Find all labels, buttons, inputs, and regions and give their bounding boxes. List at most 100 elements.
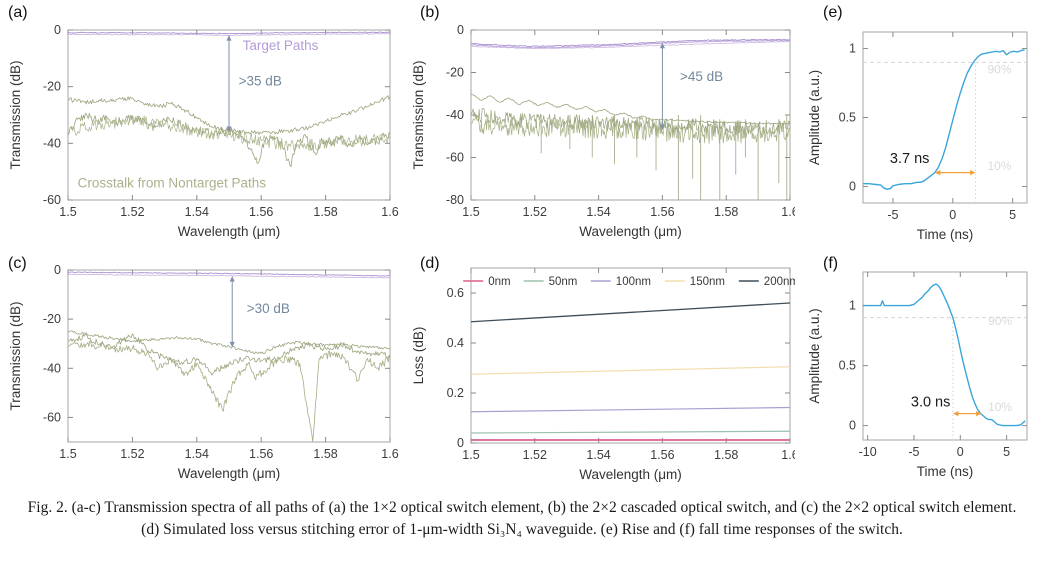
svg-text:-10: -10 xyxy=(859,445,877,459)
svg-text:200nm: 200nm xyxy=(764,276,795,288)
svg-text:-5: -5 xyxy=(887,208,898,222)
svg-text:0.2: 0.2 xyxy=(447,386,464,400)
svg-text:Wavelength (μm): Wavelength (μm) xyxy=(579,224,682,239)
svg-text:1: 1 xyxy=(849,299,856,313)
svg-text:10%: 10% xyxy=(987,159,1011,173)
svg-text:-60: -60 xyxy=(43,410,61,424)
figure-caption: Fig. 2. (a-c) Transmission spectra of al… xyxy=(27,499,1017,538)
svg-text:-40: -40 xyxy=(43,361,61,375)
panel-d-label: (d) xyxy=(420,255,440,272)
panel-e: (e) -5 0 5 0 0.5 1 Time (ns) Amplitude (a.u.) 3.… xyxy=(795,0,1044,245)
svg-text:50nm: 50nm xyxy=(549,276,578,288)
svg-text:1.6: 1.6 xyxy=(781,205,795,219)
svg-text:1.58: 1.58 xyxy=(313,447,337,461)
svg-text:0.6: 0.6 xyxy=(447,286,464,300)
panel-b: (b) 1.5 1.52 1.54 1.56 1.58 1.6 0 -20 -40 -60 -80 W… xyxy=(400,0,795,245)
svg-text:-20: -20 xyxy=(446,66,464,80)
svg-text:1.56: 1.56 xyxy=(249,447,273,461)
svg-text:1.52: 1.52 xyxy=(523,448,547,462)
svg-text:1.54: 1.54 xyxy=(586,448,610,462)
svg-text:1.58: 1.58 xyxy=(714,448,738,462)
svg-text:3.7 ns: 3.7 ns xyxy=(890,151,930,167)
svg-text:Time (ns): Time (ns) xyxy=(917,464,974,479)
panel-f-label: (f) xyxy=(823,255,839,272)
svg-text:0: 0 xyxy=(949,208,956,222)
svg-text:-20: -20 xyxy=(43,80,61,94)
panel-c: (c) 1.5 1.52 1.54 1.56 1.58 1.6 0 -20 -40 -60 Wave… xyxy=(0,245,400,498)
panel-a: (a) 1.5 1.52 1.54 1.56 1.58 1.6 0 -20 -40 -60 Wave… xyxy=(0,0,400,245)
svg-text:Loss (dB): Loss (dB) xyxy=(411,327,426,385)
svg-text:1.54: 1.54 xyxy=(586,205,610,219)
svg-text:0: 0 xyxy=(457,23,464,37)
svg-text:Amplitude (a.u.): Amplitude (a.u.) xyxy=(807,308,822,403)
svg-text:>35 dB: >35 dB xyxy=(239,73,282,88)
svg-text:>45 dB: >45 dB xyxy=(680,69,723,84)
panel-d-plot: 1.5 1.52 1.54 1.56 1.58 1.6 0 0.2 0.4 0.6 Waveleng… xyxy=(411,267,795,482)
svg-text:1.52: 1.52 xyxy=(120,447,144,461)
svg-text:-5: -5 xyxy=(908,445,919,459)
panel-a-plot: 1.5 1.52 1.54 1.56 1.58 1.6 0 -20 -40 -60 Waveleng… xyxy=(8,23,399,239)
svg-text:-60: -60 xyxy=(43,193,61,207)
panel-c-label: (c) xyxy=(8,255,27,272)
svg-text:100nm: 100nm xyxy=(616,276,651,288)
svg-text:Wavelength (μm): Wavelength (μm) xyxy=(178,466,281,481)
panel-b-plot: 1.5 1.52 1.54 1.56 1.58 1.6 0 -20 -40 -60 -80 Wavel… xyxy=(411,23,795,239)
svg-text:5: 5 xyxy=(1003,445,1010,459)
svg-text:1.54: 1.54 xyxy=(185,447,209,461)
svg-text:10%: 10% xyxy=(988,400,1012,414)
svg-text:1.56: 1.56 xyxy=(650,448,674,462)
svg-text:0nm: 0nm xyxy=(488,276,510,288)
svg-text:0.4: 0.4 xyxy=(447,336,464,350)
svg-text:0: 0 xyxy=(849,419,856,433)
svg-text:150nm: 150nm xyxy=(690,276,725,288)
svg-text:1.6: 1.6 xyxy=(781,448,795,462)
svg-text:0: 0 xyxy=(957,445,964,459)
svg-text:0: 0 xyxy=(849,179,856,193)
panel-f: (f) -10 -5 0 5 0 0.5 1 Time (ns) Amplitude (a.u.… xyxy=(795,245,1044,498)
svg-text:Crosstalk from Nontarget Paths: Crosstalk from Nontarget Paths xyxy=(78,175,267,190)
panel-a-label: (a) xyxy=(8,4,28,21)
panel-b-label: (b) xyxy=(420,4,440,21)
svg-text:1.58: 1.58 xyxy=(714,205,738,219)
svg-text:0.5: 0.5 xyxy=(839,359,856,373)
svg-text:>30 dB: >30 dB xyxy=(247,301,290,316)
svg-text:Transmission (dB): Transmission (dB) xyxy=(8,301,23,410)
svg-text:1.54: 1.54 xyxy=(185,205,209,219)
svg-text:0: 0 xyxy=(457,436,464,450)
svg-text:0.5: 0.5 xyxy=(839,111,856,125)
svg-text:1.5: 1.5 xyxy=(462,205,479,219)
panel-f-plot: -10 -5 0 5 0 0.5 1 Time (ns) Amplitude (a.u.) 3.0… xyxy=(807,271,1028,479)
svg-text:-40: -40 xyxy=(446,108,464,122)
svg-text:1.56: 1.56 xyxy=(249,205,273,219)
svg-text:-40: -40 xyxy=(43,136,61,150)
svg-text:1.52: 1.52 xyxy=(523,205,547,219)
svg-text:Amplitude (a.u.): Amplitude (a.u.) xyxy=(807,70,822,165)
panel-d: (d) 1.5 1.52 1.54 1.56 1.58 1.6 0 0.2 0.4 0.6 Wave… xyxy=(400,245,795,498)
svg-text:1: 1 xyxy=(849,42,856,56)
svg-text:Target Paths: Target Paths xyxy=(243,38,319,53)
svg-text:1.5: 1.5 xyxy=(59,205,76,219)
svg-text:1.56: 1.56 xyxy=(650,205,674,219)
svg-text:Wavelength (μm): Wavelength (μm) xyxy=(579,467,682,482)
svg-text:-20: -20 xyxy=(43,312,61,326)
panel-e-plot: -5 0 5 0 0.5 1 Time (ns) Amplitude (a.u.) 3.7 ns… xyxy=(807,31,1028,242)
svg-text:Time (ns): Time (ns) xyxy=(917,227,974,242)
svg-text:1.5: 1.5 xyxy=(462,448,479,462)
panel-c-plot: 1.5 1.52 1.54 1.56 1.58 1.6 0 -20 -40 -60 Waveleng… xyxy=(8,263,399,481)
svg-text:1.52: 1.52 xyxy=(120,205,144,219)
svg-text:1.6: 1.6 xyxy=(381,447,398,461)
svg-text:Transmission (dB): Transmission (dB) xyxy=(8,60,23,169)
svg-text:-80: -80 xyxy=(446,193,464,207)
svg-text:-60: -60 xyxy=(446,151,464,165)
svg-text:0: 0 xyxy=(54,23,61,37)
svg-text:5: 5 xyxy=(1009,208,1016,222)
svg-text:1.58: 1.58 xyxy=(313,205,337,219)
svg-text:90%: 90% xyxy=(987,62,1011,76)
svg-text:3.0 ns: 3.0 ns xyxy=(911,394,951,410)
svg-text:1.6: 1.6 xyxy=(381,205,398,219)
svg-text:Transmission (dB): Transmission (dB) xyxy=(411,60,426,169)
svg-text:1.5: 1.5 xyxy=(59,447,76,461)
panel-e-label: (e) xyxy=(823,4,843,21)
svg-text:90%: 90% xyxy=(988,314,1012,328)
